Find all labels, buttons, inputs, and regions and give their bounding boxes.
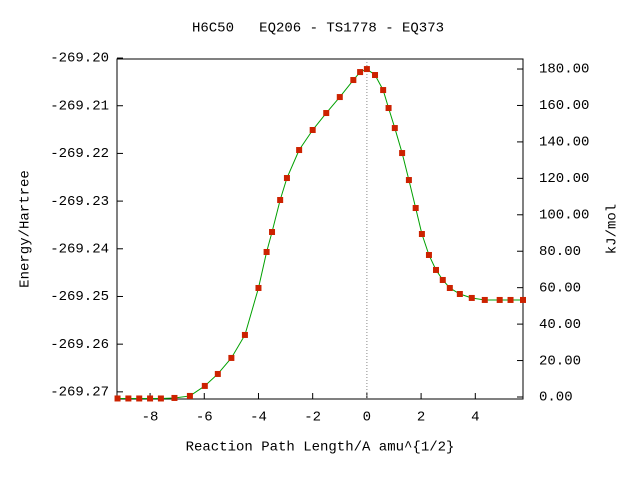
- x-tick-label: -6: [196, 410, 213, 426]
- point-marker: [241, 331, 248, 338]
- y-axis-label: Energy/Hartree: [18, 170, 34, 288]
- point-marker: [201, 382, 208, 389]
- x-tick-label: -8: [142, 410, 159, 426]
- point-marker: [269, 229, 276, 236]
- point-marker: [296, 147, 303, 154]
- point-marker: [385, 105, 392, 112]
- point-marker: [157, 395, 164, 402]
- y-tick-label: -269.20: [50, 51, 109, 67]
- y2-axis-label: kJ/mol: [605, 204, 621, 254]
- point-marker: [228, 354, 235, 361]
- point-marker: [439, 276, 446, 283]
- point-marker: [391, 125, 398, 132]
- point-marker: [186, 392, 193, 399]
- y2-tick-label: 100.00: [539, 207, 589, 223]
- point-marker: [283, 175, 290, 182]
- y-tick-label: -269.24: [50, 241, 109, 257]
- point-marker: [405, 177, 412, 184]
- point-marker: [125, 395, 132, 402]
- x-tick-label: 2: [417, 410, 425, 426]
- x-axis-label: Reaction Path Length/A amu^{1/2}: [186, 440, 455, 456]
- point-marker: [255, 284, 262, 291]
- x-tick-label: 4: [471, 410, 479, 426]
- x-tick-label: -2: [304, 410, 321, 426]
- y2-tick-label: 160.00: [539, 98, 589, 114]
- y-tick-label: -269.23: [50, 194, 109, 210]
- point-marker: [433, 266, 439, 273]
- y2-tick-label: 60.00: [539, 280, 581, 296]
- point-marker: [147, 395, 154, 402]
- point-marker: [277, 197, 284, 204]
- point-marker: [309, 127, 316, 134]
- point-marker: [425, 251, 432, 258]
- y-tick-label: -269.26: [50, 337, 109, 353]
- point-marker: [336, 94, 343, 101]
- point-marker: [171, 394, 178, 401]
- point-marker: [456, 290, 463, 297]
- y-tick-label: -269.21: [50, 98, 109, 114]
- point-marker: [520, 296, 526, 303]
- point-marker: [372, 72, 379, 79]
- y2-tick-label: 140.00: [539, 135, 589, 151]
- y-tick-label: -269.25: [50, 289, 109, 305]
- x-tick-label: 0: [363, 410, 371, 426]
- point-marker: [412, 205, 419, 212]
- point-marker: [507, 296, 514, 303]
- point-marker: [363, 66, 370, 73]
- point-marker: [496, 296, 503, 303]
- point-marker: [468, 294, 475, 301]
- point-marker: [114, 395, 121, 402]
- y-tick-label: -269.22: [50, 146, 109, 162]
- point-marker: [136, 395, 143, 402]
- chart-title: H6C50 EQ206 - TS1778 - EQ373: [192, 21, 444, 37]
- y-tick-label: -269.27: [50, 385, 109, 401]
- point-marker: [481, 296, 488, 303]
- x-tick-label: -4: [250, 410, 267, 426]
- y2-tick-label: 40.00: [539, 317, 581, 333]
- energy-curve: [117, 68, 523, 399]
- point-marker: [399, 150, 406, 157]
- y2-tick-label: 120.00: [539, 171, 589, 187]
- point-marker: [323, 110, 330, 117]
- point-marker: [263, 248, 270, 255]
- point-marker: [350, 77, 357, 84]
- point-marker: [214, 370, 221, 377]
- point-marker: [446, 284, 453, 291]
- y2-tick-label: 20.00: [539, 353, 581, 369]
- point-marker: [380, 87, 387, 94]
- y2-tick-label: 0.00: [539, 390, 573, 406]
- point-marker: [418, 231, 425, 238]
- point-marker: [357, 69, 364, 76]
- y2-tick-label: 80.00: [539, 244, 581, 260]
- plot-frame: [116, 58, 524, 400]
- y2-tick-label: 180.00: [539, 62, 589, 78]
